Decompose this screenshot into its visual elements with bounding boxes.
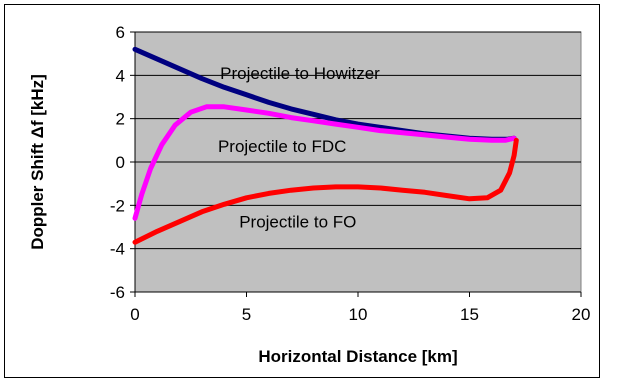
- y-tick-label: 0: [116, 153, 125, 172]
- y-tick-label: 2: [116, 110, 125, 129]
- annotation-fdc: Projectile to FDC: [218, 137, 346, 156]
- x-tick-label: 15: [460, 305, 479, 324]
- y-tick-label: -6: [110, 283, 125, 302]
- series-line-fdc: [132, 104, 517, 221]
- y-tick-label: 4: [116, 66, 125, 85]
- x-tick-label: 10: [349, 305, 368, 324]
- x-tick-label: 0: [130, 305, 139, 324]
- x-tick-label: 20: [572, 305, 591, 324]
- y-tick-label: -4: [110, 240, 125, 259]
- x-tick-label: 5: [242, 305, 251, 324]
- x-axis-title: Horizontal Distance [km]: [258, 347, 457, 366]
- y-tick-label: -2: [110, 196, 125, 215]
- series-line-fo: [132, 137, 519, 245]
- chart-frame: -6 -4 -2 0 2 4 6 0 5 10 15 20 Horizontal Distance [k…: [4, 4, 600, 378]
- annotation-fo: Projectile to FO: [239, 213, 356, 232]
- y-axis-title: Doppler Shift Δf [kHz]: [28, 74, 47, 250]
- y-tick-label: 6: [116, 23, 125, 42]
- annotation-howitzer: Projectile to Howitzer: [220, 64, 380, 83]
- doppler-shift-chart: -6 -4 -2 0 2 4 6 0 5 10 15 20 Horizontal Distance [k…: [28, 23, 591, 366]
